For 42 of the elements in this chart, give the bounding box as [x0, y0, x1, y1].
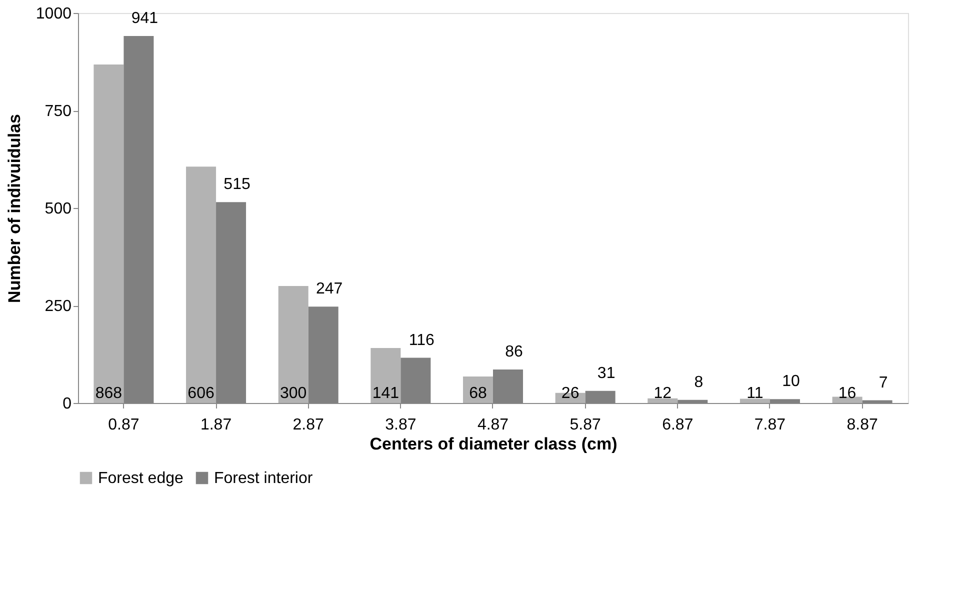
x-tick-label: 6.87	[662, 416, 694, 434]
y-tick-label: 0	[62, 396, 72, 412]
bar	[186, 166, 216, 403]
data-label: 515	[224, 176, 250, 194]
data-label: 86	[505, 343, 524, 360]
y-tick-label: 250	[44, 298, 72, 315]
x-tick-label: 5.87	[570, 416, 601, 434]
data-label: 247	[316, 280, 343, 298]
bar	[648, 398, 678, 403]
data-label: 31	[597, 364, 616, 382]
data-label: 11	[746, 385, 764, 402]
data-label: 26	[561, 385, 580, 402]
bar	[94, 64, 124, 403]
data-label: 868	[95, 385, 122, 402]
data-label: 141	[372, 385, 400, 402]
bar	[278, 286, 308, 403]
data-label: 68	[469, 385, 487, 402]
bar	[740, 398, 770, 403]
x-tick-label: 1.87	[200, 416, 232, 434]
data-label: 300	[280, 385, 307, 402]
x-tick-label: 0.87	[108, 416, 140, 434]
x-tick-label: 3.87	[385, 416, 416, 434]
y-tick-label: 1000	[36, 6, 72, 22]
x-tick-label: 2.87	[292, 416, 324, 434]
bar	[370, 348, 401, 403]
data-label: 941	[131, 10, 158, 28]
y-axis-title: Number of indivuidulas	[4, 114, 24, 303]
x-tick-label: 7.87	[754, 416, 786, 434]
data-label: 10	[782, 373, 800, 390]
legend-label: Forest edge	[98, 470, 184, 487]
data-label: 12	[654, 385, 672, 402]
x-tick-label: 8.87	[846, 416, 878, 434]
legend-label: Forest interior	[214, 470, 314, 487]
x-tick-label: 4.87	[477, 416, 509, 434]
data-label: 116	[408, 332, 435, 349]
data-label: 8	[694, 374, 704, 391]
data-label: 16	[838, 385, 856, 402]
data-label: 606	[188, 385, 214, 402]
y-tick-label: 750	[44, 103, 72, 120]
y-tick-label: 500	[44, 200, 72, 218]
data-label: 7	[878, 374, 888, 392]
x-axis-title: Centers of diameter class (cm)	[370, 434, 618, 454]
